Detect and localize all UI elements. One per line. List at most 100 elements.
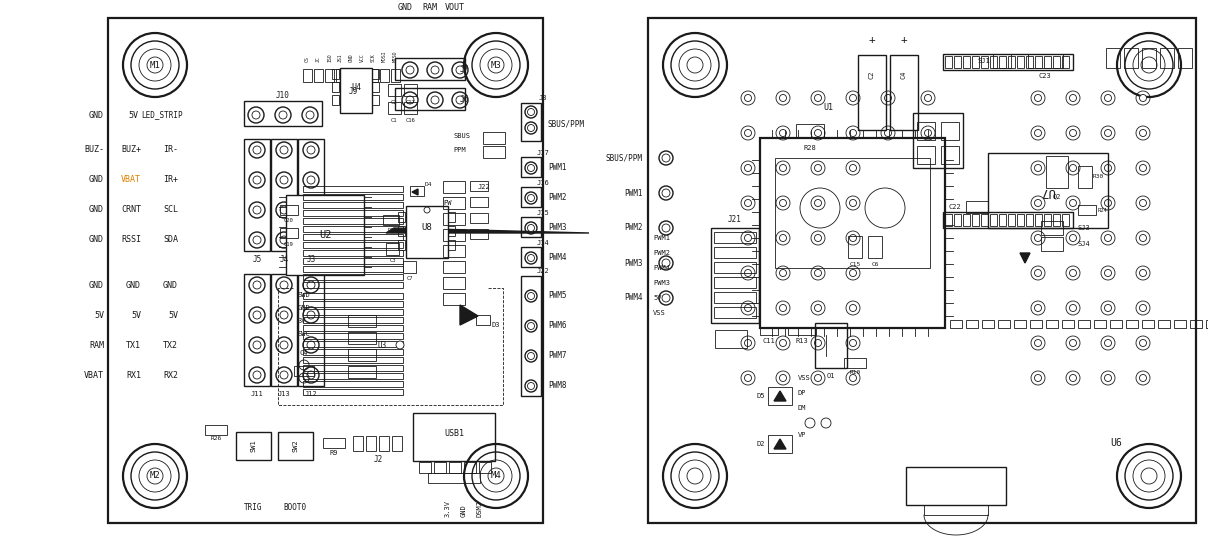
Bar	[1028, 54, 1063, 68]
Bar	[1026, 214, 1033, 226]
Circle shape	[406, 66, 414, 74]
Text: D3: D3	[492, 322, 500, 328]
Circle shape	[1069, 340, 1076, 346]
Text: SWD: SWD	[298, 292, 310, 298]
Circle shape	[1034, 129, 1041, 136]
Bar	[470, 181, 488, 191]
Circle shape	[849, 200, 856, 207]
Text: TRIG: TRIG	[244, 504, 262, 512]
Circle shape	[1104, 374, 1111, 381]
Circle shape	[849, 234, 856, 241]
Bar	[1206, 320, 1208, 328]
Bar	[271, 139, 297, 251]
Text: GND: GND	[89, 175, 104, 184]
Circle shape	[252, 236, 261, 244]
Bar	[1078, 205, 1096, 215]
Bar	[521, 276, 541, 396]
Bar	[844, 358, 866, 368]
Circle shape	[147, 57, 163, 73]
Polygon shape	[774, 439, 786, 449]
Circle shape	[779, 269, 786, 276]
Circle shape	[1104, 305, 1111, 312]
Bar	[387, 243, 399, 255]
Bar	[993, 54, 1011, 68]
Text: U6: U6	[1110, 438, 1122, 448]
Circle shape	[252, 146, 261, 154]
Text: C7: C7	[407, 276, 413, 281]
Bar	[972, 56, 978, 68]
Circle shape	[280, 311, 288, 319]
Text: GND: GND	[461, 504, 467, 517]
Text: RAM: RAM	[89, 340, 104, 349]
Text: PWM6: PWM6	[548, 321, 567, 331]
Text: PWM7: PWM7	[548, 352, 567, 360]
Bar	[1017, 56, 1024, 68]
Text: 5V: 5V	[654, 295, 662, 301]
Bar	[1107, 48, 1120, 68]
Text: U3: U3	[377, 340, 387, 349]
Bar	[448, 212, 455, 222]
Circle shape	[814, 95, 821, 102]
Bar	[381, 69, 389, 82]
Circle shape	[1034, 95, 1041, 102]
Circle shape	[528, 322, 534, 329]
Text: C22: C22	[948, 204, 962, 210]
Circle shape	[779, 340, 786, 346]
Text: U4: U4	[352, 83, 361, 93]
Text: J10: J10	[277, 90, 290, 100]
Text: PWM4: PWM4	[654, 265, 670, 271]
Bar	[470, 197, 488, 207]
Bar	[1174, 320, 1186, 328]
Circle shape	[1069, 269, 1076, 276]
Bar	[443, 245, 465, 257]
Text: U1: U1	[823, 103, 834, 113]
Bar	[924, 505, 988, 515]
Bar	[303, 274, 403, 280]
Bar	[1078, 166, 1092, 188]
Bar	[397, 212, 405, 222]
Circle shape	[1139, 164, 1146, 171]
Text: DM: DM	[798, 405, 807, 411]
Circle shape	[1069, 200, 1076, 207]
Circle shape	[779, 200, 786, 207]
Circle shape	[528, 195, 534, 201]
Text: SBUS: SBUS	[453, 133, 470, 139]
Circle shape	[662, 259, 670, 267]
Circle shape	[849, 95, 856, 102]
Bar	[353, 436, 362, 451]
Text: J15: J15	[536, 210, 550, 216]
Text: VSS: VSS	[654, 310, 666, 316]
Circle shape	[662, 224, 670, 232]
Bar	[714, 232, 756, 243]
Circle shape	[307, 311, 315, 319]
Bar	[999, 56, 1006, 68]
Circle shape	[814, 305, 821, 312]
Text: C20: C20	[284, 219, 294, 223]
Text: J11: J11	[250, 391, 263, 397]
Text: LED_STRIP: LED_STRIP	[141, 110, 182, 120]
Text: C2: C2	[869, 71, 875, 79]
Text: PWM1: PWM1	[654, 235, 670, 241]
Bar	[715, 330, 747, 348]
Bar	[913, 113, 963, 168]
Text: C3: C3	[390, 259, 396, 263]
Text: PWM2: PWM2	[625, 223, 643, 233]
Bar	[917, 122, 935, 140]
Bar	[1160, 48, 1174, 68]
Text: U8: U8	[422, 223, 432, 233]
Bar	[403, 261, 416, 273]
Bar	[714, 307, 756, 318]
Text: GND: GND	[349, 54, 354, 62]
Bar	[303, 309, 403, 315]
Bar	[448, 226, 455, 236]
Circle shape	[1139, 340, 1146, 346]
Bar	[303, 365, 403, 371]
Text: U7: U7	[1040, 184, 1056, 197]
Bar	[1017, 214, 1024, 226]
Text: M3: M3	[490, 61, 501, 69]
Bar	[760, 327, 778, 335]
Circle shape	[1139, 200, 1146, 207]
Bar	[348, 332, 376, 344]
Bar	[410, 186, 424, 196]
Text: J2: J2	[373, 454, 383, 464]
